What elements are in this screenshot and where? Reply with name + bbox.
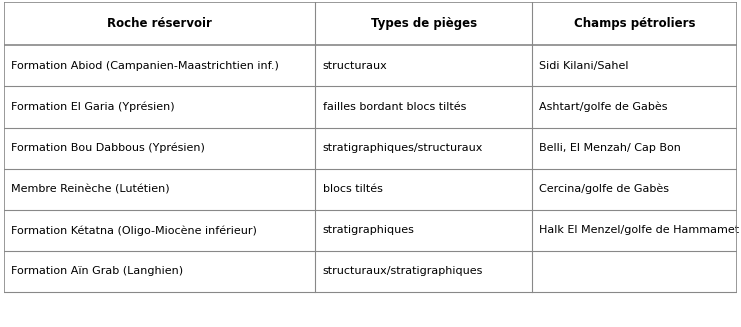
Bar bbox=[4, 2, 737, 45]
Text: Ashtart/golfe de Gabès: Ashtart/golfe de Gabès bbox=[539, 102, 668, 112]
Bar bbox=[4, 128, 737, 169]
Text: Belli, El Menzah/ Cap Bon: Belli, El Menzah/ Cap Bon bbox=[539, 143, 681, 153]
Text: Champs pétroliers: Champs pétroliers bbox=[574, 17, 695, 30]
Text: Formation El Garia (Yprésien): Formation El Garia (Yprésien) bbox=[11, 102, 175, 112]
Text: Formation Abiod (Campanien-Maastrichtien inf.): Formation Abiod (Campanien-Maastrichtien… bbox=[11, 61, 279, 71]
Text: Sidi Kilani/Sahel: Sidi Kilani/Sahel bbox=[539, 61, 628, 71]
Text: structuraux: structuraux bbox=[323, 61, 388, 71]
Bar bbox=[4, 45, 737, 86]
Text: Formation Kétatna (Oligo-Miocène inférieur): Formation Kétatna (Oligo-Miocène inférie… bbox=[11, 225, 257, 235]
Text: structuraux/stratigraphiques: structuraux/stratigraphiques bbox=[323, 267, 483, 276]
Text: Membre Reinèche (Lutétien): Membre Reinèche (Lutétien) bbox=[11, 184, 170, 194]
Text: Types de pièges: Types de pièges bbox=[370, 17, 476, 30]
Bar bbox=[4, 210, 737, 251]
Text: Formation Bou Dabbous (Yprésien): Formation Bou Dabbous (Yprésien) bbox=[11, 143, 205, 153]
Text: Halk El Menzel/golfe de Hammamet: Halk El Menzel/golfe de Hammamet bbox=[539, 225, 740, 235]
Text: stratigraphiques/structuraux: stratigraphiques/structuraux bbox=[323, 143, 483, 153]
Text: blocs tiltés: blocs tiltés bbox=[323, 184, 382, 194]
Bar bbox=[4, 169, 737, 210]
Text: stratigraphiques: stratigraphiques bbox=[323, 225, 415, 235]
Text: failles bordant blocs tiltés: failles bordant blocs tiltés bbox=[323, 102, 466, 112]
Text: Cercina/golfe de Gabès: Cercina/golfe de Gabès bbox=[539, 184, 669, 195]
Bar bbox=[4, 251, 737, 292]
Bar bbox=[4, 86, 737, 128]
Text: Formation Aïn Grab (Langhien): Formation Aïn Grab (Langhien) bbox=[11, 267, 183, 276]
Text: Roche réservoir: Roche réservoir bbox=[107, 17, 212, 30]
